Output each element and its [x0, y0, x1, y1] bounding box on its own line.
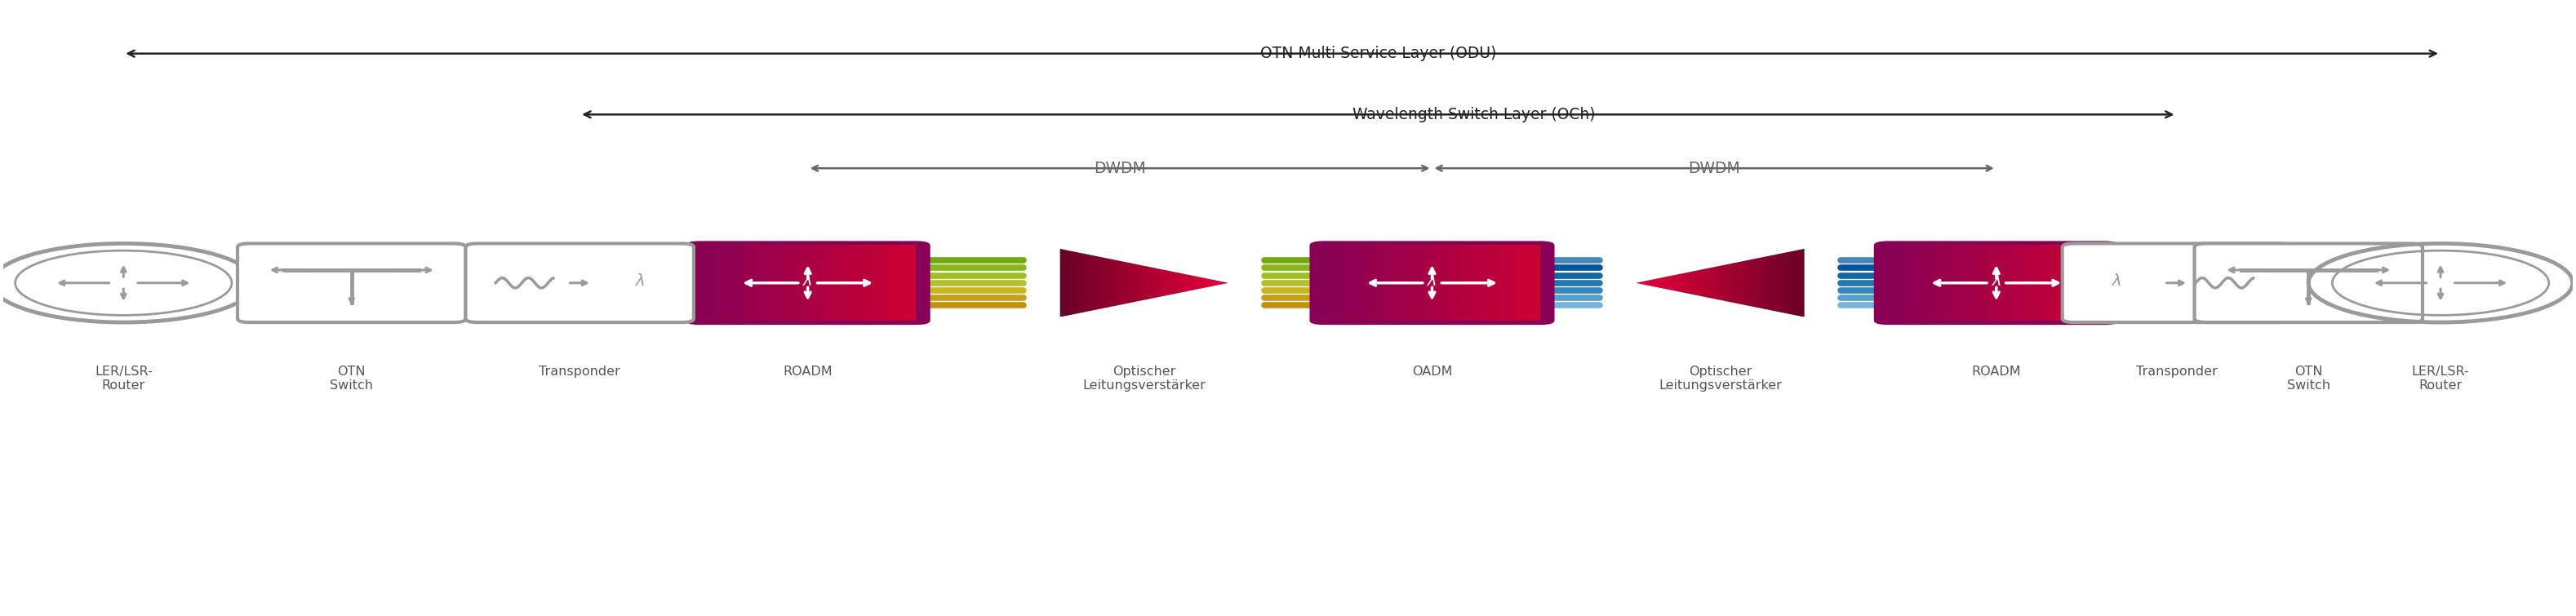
Text: ROADM: ROADM — [783, 365, 832, 378]
Text: OTN
Switch: OTN Switch — [330, 365, 374, 392]
Text: Optischer
Leitungsverstärker: Optischer Leitungsverstärker — [1082, 365, 1206, 392]
Text: $\lambda$: $\lambda$ — [634, 273, 644, 288]
FancyBboxPatch shape — [2195, 243, 2421, 322]
FancyBboxPatch shape — [237, 243, 466, 322]
FancyBboxPatch shape — [1873, 241, 2120, 325]
Text: $\lambda$: $\lambda$ — [804, 273, 814, 288]
Polygon shape — [1636, 249, 1803, 317]
Text: Optischer
Leitungsverstärker: Optischer Leitungsverstärker — [1659, 365, 1783, 392]
Text: ROADM: ROADM — [1971, 365, 2022, 378]
Text: DWDM: DWDM — [1095, 161, 1146, 176]
Text: LER/LSR-
Router: LER/LSR- Router — [95, 365, 152, 392]
Text: Transponder: Transponder — [2136, 365, 2218, 378]
Text: OTN
Switch: OTN Switch — [2287, 365, 2331, 392]
Text: DWDM: DWDM — [1687, 161, 1741, 176]
FancyBboxPatch shape — [1309, 241, 1553, 325]
Text: $\lambda$: $\lambda$ — [2112, 273, 2123, 288]
Text: $\lambda$: $\lambda$ — [1427, 273, 1437, 288]
Text: OADM: OADM — [1412, 365, 1453, 378]
FancyBboxPatch shape — [466, 243, 693, 322]
Text: OTN Multi Service Layer (ODU): OTN Multi Service Layer (ODU) — [1260, 46, 1497, 62]
Text: $\lambda$: $\lambda$ — [1991, 273, 2002, 288]
Text: Transponder: Transponder — [538, 365, 621, 378]
FancyBboxPatch shape — [685, 241, 930, 325]
Text: Wavelength Switch Layer (OCh): Wavelength Switch Layer (OCh) — [1352, 107, 1595, 122]
FancyBboxPatch shape — [2063, 243, 2290, 322]
Text: LER/LSR-
Router: LER/LSR- Router — [2411, 365, 2470, 392]
Polygon shape — [1059, 249, 1229, 317]
